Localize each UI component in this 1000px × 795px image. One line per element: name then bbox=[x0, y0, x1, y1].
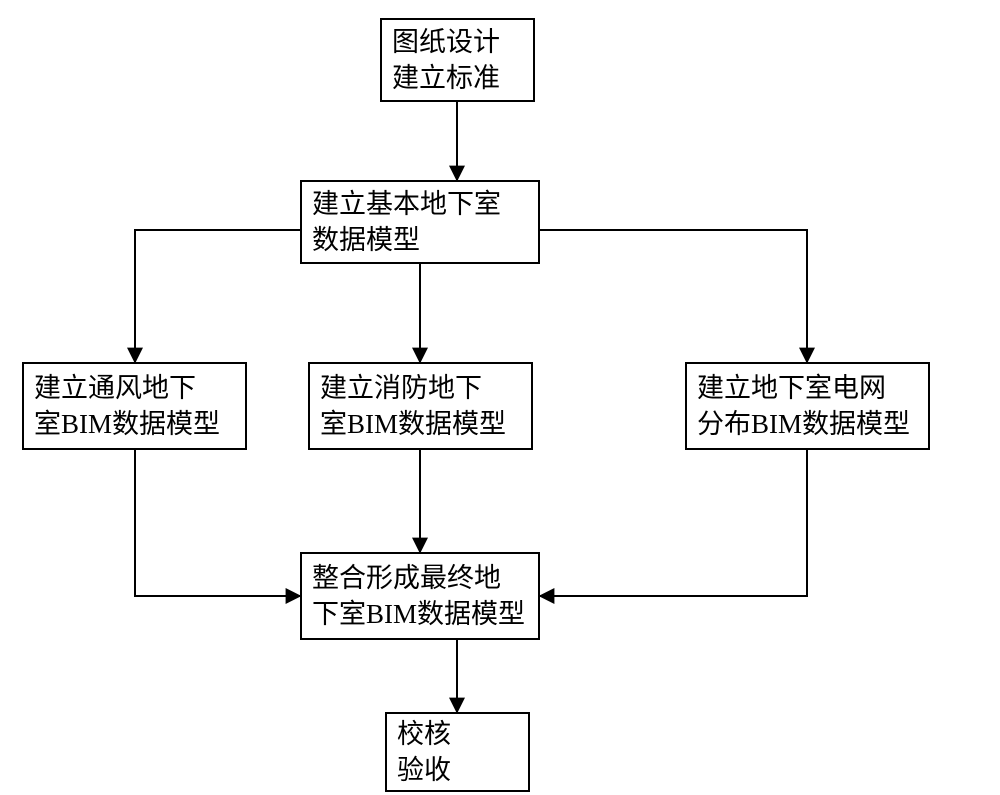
flowchart-node-n2: 建立基本地下室 数据模型 bbox=[300, 180, 540, 264]
flowchart-node-n4: 建立消防地下 室BIM数据模型 bbox=[308, 362, 533, 450]
edge-n2-n3 bbox=[135, 230, 300, 362]
flowchart-node-n1: 图纸设计 建立标准 bbox=[380, 18, 535, 102]
flowchart-node-n7: 校核 验收 bbox=[385, 712, 530, 792]
edge-n5-n6 bbox=[540, 450, 807, 596]
flowchart-node-n5: 建立地下室电网 分布BIM数据模型 bbox=[685, 362, 930, 450]
flowchart-canvas: 图纸设计 建立标准建立基本地下室 数据模型建立通风地下 室BIM数据模型建立消防… bbox=[0, 0, 1000, 795]
edge-n2-n5 bbox=[540, 230, 807, 362]
flowchart-node-n3: 建立通风地下 室BIM数据模型 bbox=[22, 362, 247, 450]
flowchart-node-n6: 整合形成最终地 下室BIM数据模型 bbox=[300, 552, 540, 640]
edge-n3-n6 bbox=[135, 450, 300, 596]
